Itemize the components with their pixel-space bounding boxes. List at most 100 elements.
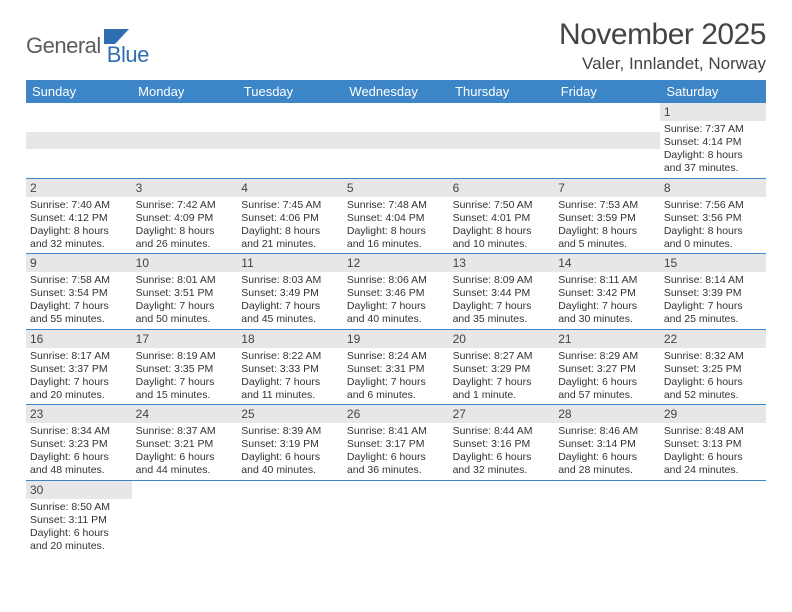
logo-text-general: General: [26, 33, 101, 59]
day-cell: 11Sunrise: 8:03 AMSunset: 3:49 PMDayligh…: [237, 254, 343, 330]
day-details: Sunrise: 8:19 AMSunset: 3:35 PMDaylight:…: [132, 348, 238, 405]
day-details: Sunrise: 8:06 AMSunset: 3:46 PMDaylight:…: [343, 272, 449, 329]
day-cell: 28Sunrise: 8:46 AMSunset: 3:14 PMDayligh…: [554, 405, 660, 481]
day-cell: 10Sunrise: 8:01 AMSunset: 3:51 PMDayligh…: [132, 254, 238, 330]
day-number: 2: [26, 179, 132, 197]
dow-header: Saturday: [660, 80, 766, 103]
day-cell: 20Sunrise: 8:27 AMSunset: 3:29 PMDayligh…: [449, 329, 555, 405]
day-cell: 22Sunrise: 8:32 AMSunset: 3:25 PMDayligh…: [660, 329, 766, 405]
empty-cell: [449, 480, 555, 555]
day-cell: 4Sunrise: 7:45 AMSunset: 4:06 PMDaylight…: [237, 178, 343, 254]
day-cell: 3Sunrise: 7:42 AMSunset: 4:09 PMDaylight…: [132, 178, 238, 254]
day-cell: 9Sunrise: 7:58 AMSunset: 3:54 PMDaylight…: [26, 254, 132, 330]
day-details: Sunrise: 8:22 AMSunset: 3:33 PMDaylight:…: [237, 348, 343, 405]
empty-cell: [343, 480, 449, 555]
week-row: 30Sunrise: 8:50 AMSunset: 3:11 PMDayligh…: [26, 480, 766, 555]
empty-cell: [554, 480, 660, 555]
day-number: 28: [554, 405, 660, 423]
day-number: 3: [132, 179, 238, 197]
day-cell: 26Sunrise: 8:41 AMSunset: 3:17 PMDayligh…: [343, 405, 449, 481]
week-row: 16Sunrise: 8:17 AMSunset: 3:37 PMDayligh…: [26, 329, 766, 405]
day-details: Sunrise: 8:14 AMSunset: 3:39 PMDaylight:…: [660, 272, 766, 329]
day-details: Sunrise: 8:50 AMSunset: 3:11 PMDaylight:…: [26, 499, 132, 556]
day-details: Sunrise: 7:58 AMSunset: 3:54 PMDaylight:…: [26, 272, 132, 329]
day-details: Sunrise: 7:50 AMSunset: 4:01 PMDaylight:…: [449, 197, 555, 254]
day-cell: 18Sunrise: 8:22 AMSunset: 3:33 PMDayligh…: [237, 329, 343, 405]
day-number: 9: [26, 254, 132, 272]
day-number: 29: [660, 405, 766, 423]
day-number: 8: [660, 179, 766, 197]
day-details: Sunrise: 8:11 AMSunset: 3:42 PMDaylight:…: [554, 272, 660, 329]
day-cell: 1Sunrise: 7:37 AMSunset: 4:14 PMDaylight…: [660, 103, 766, 178]
empty-cell: [26, 103, 132, 178]
day-cell: 16Sunrise: 8:17 AMSunset: 3:37 PMDayligh…: [26, 329, 132, 405]
dow-header: Tuesday: [237, 80, 343, 103]
calendar-table: SundayMondayTuesdayWednesdayThursdayFrid…: [26, 80, 766, 555]
empty-cell: [449, 103, 555, 178]
day-cell: 13Sunrise: 8:09 AMSunset: 3:44 PMDayligh…: [449, 254, 555, 330]
week-row: 23Sunrise: 8:34 AMSunset: 3:23 PMDayligh…: [26, 405, 766, 481]
day-number: 20: [449, 330, 555, 348]
day-cell: 7Sunrise: 7:53 AMSunset: 3:59 PMDaylight…: [554, 178, 660, 254]
day-details: Sunrise: 8:17 AMSunset: 3:37 PMDaylight:…: [26, 348, 132, 405]
day-details: Sunrise: 8:27 AMSunset: 3:29 PMDaylight:…: [449, 348, 555, 405]
dow-header: Monday: [132, 80, 238, 103]
day-details: Sunrise: 7:56 AMSunset: 3:56 PMDaylight:…: [660, 197, 766, 254]
day-details: Sunrise: 7:45 AMSunset: 4:06 PMDaylight:…: [237, 197, 343, 254]
day-number: 15: [660, 254, 766, 272]
day-details: Sunrise: 8:39 AMSunset: 3:19 PMDaylight:…: [237, 423, 343, 480]
day-details: Sunrise: 7:40 AMSunset: 4:12 PMDaylight:…: [26, 197, 132, 254]
week-row: 9Sunrise: 7:58 AMSunset: 3:54 PMDaylight…: [26, 254, 766, 330]
day-number: 10: [132, 254, 238, 272]
day-number: 18: [237, 330, 343, 348]
day-number: 12: [343, 254, 449, 272]
day-cell: 6Sunrise: 7:50 AMSunset: 4:01 PMDaylight…: [449, 178, 555, 254]
day-number: 17: [132, 330, 238, 348]
day-details: Sunrise: 7:53 AMSunset: 3:59 PMDaylight:…: [554, 197, 660, 254]
day-number: 1: [660, 103, 766, 121]
day-number: 11: [237, 254, 343, 272]
day-number: 16: [26, 330, 132, 348]
location-label: Valer, Innlandet, Norway: [559, 54, 766, 74]
empty-cell: [660, 480, 766, 555]
dow-header-row: SundayMondayTuesdayWednesdayThursdayFrid…: [26, 80, 766, 103]
dow-header: Thursday: [449, 80, 555, 103]
day-cell: 17Sunrise: 8:19 AMSunset: 3:35 PMDayligh…: [132, 329, 238, 405]
logo-text-blue: Blue: [107, 42, 149, 68]
day-details: Sunrise: 8:46 AMSunset: 3:14 PMDaylight:…: [554, 423, 660, 480]
day-details: Sunrise: 8:32 AMSunset: 3:25 PMDaylight:…: [660, 348, 766, 405]
day-details: Sunrise: 8:37 AMSunset: 3:21 PMDaylight:…: [132, 423, 238, 480]
day-details: Sunrise: 8:34 AMSunset: 3:23 PMDaylight:…: [26, 423, 132, 480]
title-block: November 2025 Valer, Innlandet, Norway: [559, 18, 766, 74]
logo: General Blue: [26, 24, 149, 68]
empty-cell: [237, 480, 343, 555]
day-cell: 27Sunrise: 8:44 AMSunset: 3:16 PMDayligh…: [449, 405, 555, 481]
day-number: 26: [343, 405, 449, 423]
day-details: Sunrise: 8:44 AMSunset: 3:16 PMDaylight:…: [449, 423, 555, 480]
dow-header: Wednesday: [343, 80, 449, 103]
day-number: 27: [449, 405, 555, 423]
day-number: 6: [449, 179, 555, 197]
day-number: 25: [237, 405, 343, 423]
day-number: 7: [554, 179, 660, 197]
month-title: November 2025: [559, 18, 766, 52]
day-number: 14: [554, 254, 660, 272]
day-details: Sunrise: 8:09 AMSunset: 3:44 PMDaylight:…: [449, 272, 555, 329]
day-cell: 24Sunrise: 8:37 AMSunset: 3:21 PMDayligh…: [132, 405, 238, 481]
day-cell: 5Sunrise: 7:48 AMSunset: 4:04 PMDaylight…: [343, 178, 449, 254]
dow-header: Friday: [554, 80, 660, 103]
week-row: 1Sunrise: 7:37 AMSunset: 4:14 PMDaylight…: [26, 103, 766, 178]
empty-cell: [554, 103, 660, 178]
day-number: 23: [26, 405, 132, 423]
day-cell: 14Sunrise: 8:11 AMSunset: 3:42 PMDayligh…: [554, 254, 660, 330]
day-details: Sunrise: 8:24 AMSunset: 3:31 PMDaylight:…: [343, 348, 449, 405]
day-cell: 19Sunrise: 8:24 AMSunset: 3:31 PMDayligh…: [343, 329, 449, 405]
day-cell: 2Sunrise: 7:40 AMSunset: 4:12 PMDaylight…: [26, 178, 132, 254]
day-number: 22: [660, 330, 766, 348]
day-details: Sunrise: 8:48 AMSunset: 3:13 PMDaylight:…: [660, 423, 766, 480]
day-details: Sunrise: 7:42 AMSunset: 4:09 PMDaylight:…: [132, 197, 238, 254]
day-details: Sunrise: 7:37 AMSunset: 4:14 PMDaylight:…: [660, 121, 766, 178]
day-number: 21: [554, 330, 660, 348]
day-details: Sunrise: 7:48 AMSunset: 4:04 PMDaylight:…: [343, 197, 449, 254]
dow-header: Sunday: [26, 80, 132, 103]
